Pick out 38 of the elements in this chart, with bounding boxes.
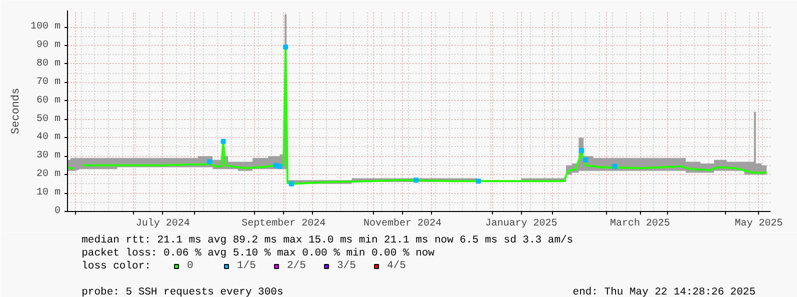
- text: packet loss: 0.06 % avg 5.10 % max 0.00 % min 0.00 % now: [82, 248, 436, 260]
- point: [288, 181, 294, 186]
- point: [207, 159, 212, 164]
- point: [476, 178, 481, 184]
- point: [583, 157, 588, 162]
- y-tick-label: 90 m: [36, 40, 61, 52]
- text: probe: 5 SSH requests every 300s: [82, 286, 284, 297]
- x-tick-label: March 2025: [610, 218, 670, 230]
- point: [283, 44, 288, 50]
- y-tick-label: 30 m: [36, 150, 61, 162]
- x-tick-label: January 2025: [485, 218, 558, 230]
- legend-label: 4/5: [387, 260, 407, 272]
- x-tick-label: November 2024: [363, 218, 442, 230]
- y-tick-label: 50 m: [36, 114, 61, 125]
- x-tick-label: May 2025: [734, 218, 783, 230]
- legend-label: 2/5: [287, 260, 307, 272]
- point: [579, 148, 584, 154]
- y-tick-label: 0: [54, 206, 61, 217]
- y-tick-label: 80 m: [36, 58, 61, 70]
- text: end: Thu May 22 14:28:26 2025: [572, 286, 756, 297]
- point: [612, 164, 618, 169]
- y-tick-label: 100 m: [30, 22, 61, 33]
- legend-label: 3/5: [337, 260, 357, 272]
- y-tick-label: 20 m: [36, 169, 61, 180]
- x-tick-label: July 2024: [136, 218, 190, 230]
- legend-label: 1/5: [237, 260, 257, 272]
- point: [414, 178, 419, 183]
- text: median rtt: 21.1 ms avg 89.2 ms max 15.0 ms min 21.1 ms now 6.5 ms sd 3.3 am/s: [82, 234, 574, 246]
- y-tick-label: 70 m: [36, 76, 61, 88]
- y-tick-label: 40 m: [36, 132, 61, 144]
- legend-label: 0: [187, 260, 194, 272]
- x-tick-label: September 2024: [242, 218, 326, 230]
- point: [277, 164, 282, 169]
- point: [220, 138, 226, 144]
- y-tick-label: 10 m: [36, 188, 61, 199]
- y-axis-title: Seconds: [10, 88, 22, 134]
- legend-title: loss color:: [82, 260, 151, 272]
- y-tick-label: 60 m: [36, 95, 61, 106]
